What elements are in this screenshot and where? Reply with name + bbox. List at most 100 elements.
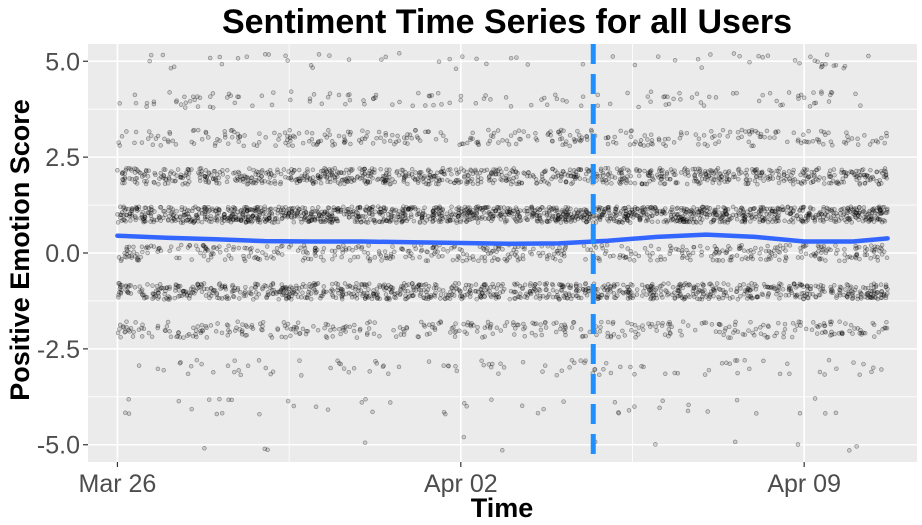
- scatter-point: [417, 219, 423, 225]
- scatter-point: [453, 321, 458, 326]
- scatter-point: [752, 333, 757, 338]
- scatter-point: [626, 408, 632, 413]
- scatter-point: [124, 252, 129, 257]
- scatter-point: [819, 62, 825, 67]
- scatter-point: [236, 368, 241, 373]
- scatter-point: [180, 218, 186, 223]
- scatter-point: [131, 329, 136, 335]
- scatter-point: [798, 140, 804, 146]
- scatter-point: [819, 256, 824, 261]
- scatter-point: [524, 209, 530, 214]
- scatter-point: [813, 294, 819, 300]
- scatter-point: [579, 135, 585, 141]
- scatter-point: [811, 101, 817, 106]
- scatter-point: [686, 402, 691, 408]
- scatter-point: [645, 142, 651, 148]
- scatter-point: [592, 367, 598, 372]
- scatter-point: [242, 245, 247, 251]
- scatter-point: [311, 142, 316, 147]
- scatter-point: [677, 288, 682, 294]
- scatter-point: [252, 255, 257, 261]
- scatter-point: [745, 296, 750, 301]
- scatter-point: [167, 329, 172, 334]
- scatter-point: [758, 131, 764, 137]
- scatter-point: [150, 283, 155, 288]
- scatter-point: [815, 243, 821, 249]
- scatter-point: [632, 62, 638, 68]
- scatter-point: [296, 178, 302, 183]
- scatter-point: [826, 180, 832, 186]
- scatter-point: [229, 397, 234, 403]
- scatter-point: [676, 247, 681, 253]
- scatter-point: [312, 215, 317, 220]
- scatter-point: [446, 167, 451, 173]
- scatter-point: [768, 256, 773, 261]
- scatter-point: [476, 258, 481, 264]
- scatter-point: [204, 335, 210, 340]
- scatter-point: [351, 328, 357, 334]
- scatter-point: [602, 208, 607, 214]
- scatter-point: [777, 371, 783, 377]
- scatter-point: [554, 205, 559, 211]
- scatter-point: [294, 285, 299, 291]
- scatter-point: [395, 290, 400, 296]
- scatter-point: [510, 208, 516, 214]
- scatter-point: [648, 243, 654, 249]
- scatter-point: [373, 359, 378, 364]
- scatter-point: [562, 322, 567, 328]
- scatter-point: [365, 255, 371, 260]
- scatter-point: [718, 177, 724, 183]
- scatter-point: [699, 176, 705, 182]
- scatter-point: [167, 248, 172, 254]
- scatter-point: [198, 330, 204, 336]
- scatter-point: [736, 135, 741, 141]
- scatter-point: [868, 176, 874, 181]
- scatter-point: [678, 130, 684, 135]
- scatter-point: [564, 99, 569, 104]
- scatter-point: [634, 287, 640, 292]
- scatter-point: [302, 205, 308, 211]
- scatter-point: [387, 182, 393, 187]
- scatter-point: [513, 169, 518, 175]
- scatter-point: [453, 167, 459, 172]
- scatter-point: [491, 255, 497, 261]
- scatter-point: [494, 325, 500, 331]
- scatter-point: [860, 285, 866, 290]
- scatter-point: [842, 247, 847, 252]
- scatter-point: [563, 332, 568, 338]
- scatter-point: [469, 283, 474, 289]
- scatter-point: [571, 171, 577, 177]
- scatter-point: [724, 211, 729, 217]
- scatter-point: [249, 291, 254, 297]
- scatter-point: [158, 143, 163, 148]
- scatter-point: [560, 97, 565, 103]
- scatter-point: [340, 177, 345, 183]
- scatter-point: [344, 211, 349, 217]
- scatter-point: [612, 134, 617, 140]
- scatter-point: [393, 139, 399, 145]
- scatter-point: [171, 64, 177, 70]
- scatter-point: [649, 321, 655, 327]
- scatter-point: [371, 217, 377, 223]
- scatter-point: [650, 251, 655, 256]
- scatter-point: [721, 281, 726, 286]
- scatter-point: [724, 250, 730, 255]
- scatter-point: [576, 132, 582, 138]
- scatter-point: [271, 256, 276, 261]
- scatter-point: [525, 133, 531, 139]
- scatter-point: [332, 166, 338, 171]
- scatter-point: [696, 142, 701, 147]
- scatter-point: [668, 248, 673, 254]
- scatter-point: [288, 89, 294, 94]
- scatter-point: [764, 128, 770, 134]
- scatter-point: [659, 323, 665, 328]
- scatter-point: [846, 138, 851, 143]
- scatter-point: [516, 128, 522, 133]
- scatter-point: [481, 210, 487, 215]
- scatter-point: [231, 129, 237, 135]
- scatter-point: [577, 283, 583, 288]
- scatter-point: [583, 333, 588, 339]
- scatter-point: [543, 287, 549, 293]
- scatter-point: [324, 214, 330, 220]
- scatter-point: [474, 296, 479, 302]
